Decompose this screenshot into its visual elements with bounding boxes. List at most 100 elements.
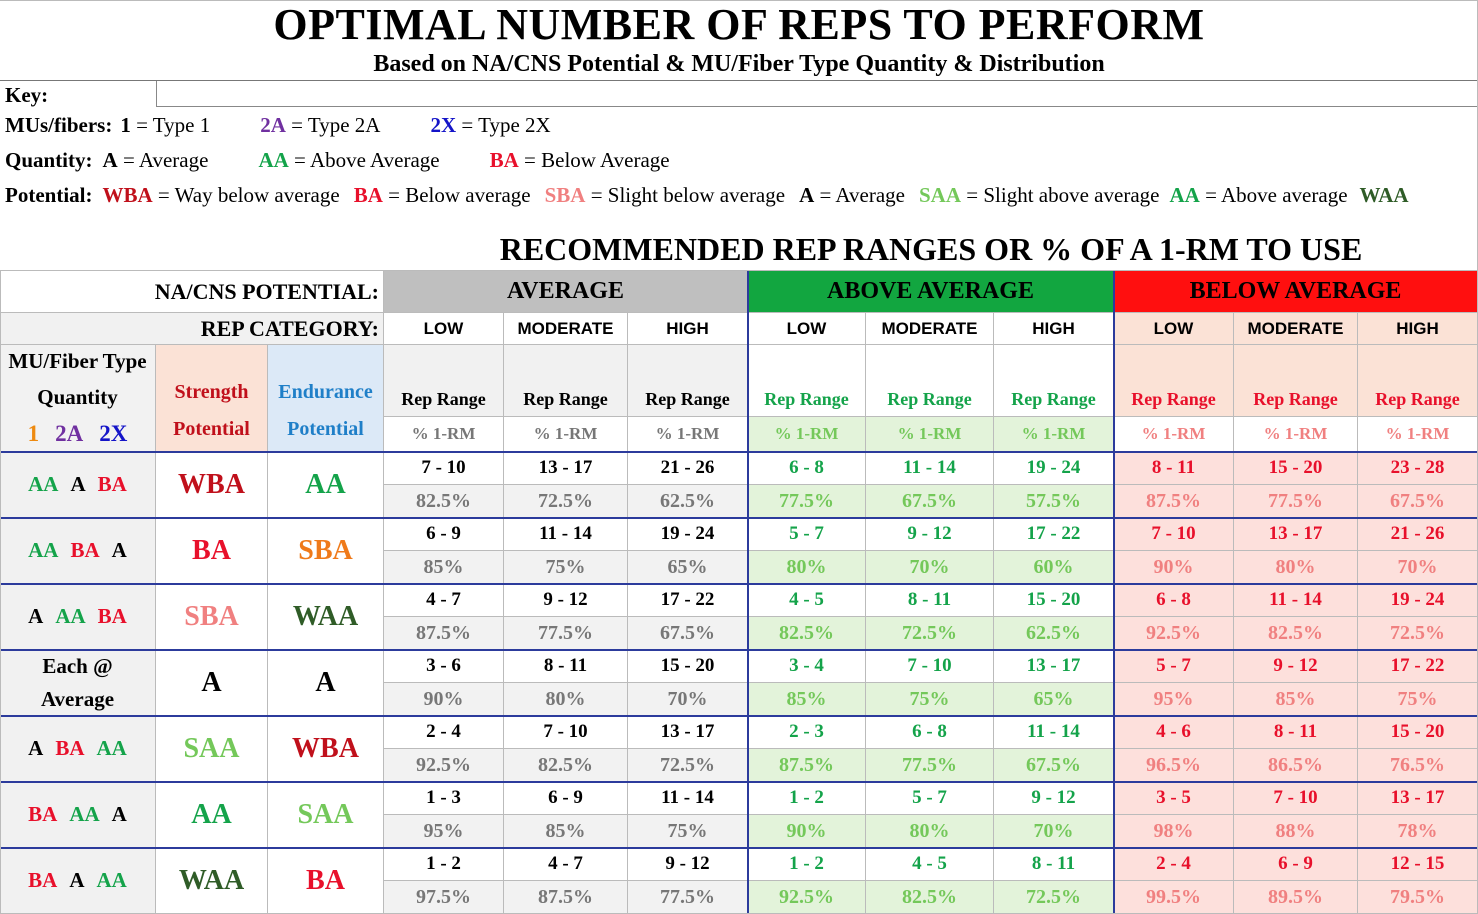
divider	[0, 80, 1478, 81]
rep-range-value: 3 - 4	[748, 650, 866, 683]
mu-quantity-code: BA	[28, 802, 58, 826]
rep-range-value: 3 - 5	[1114, 782, 1234, 815]
key-potential-code: AA	[1169, 183, 1200, 207]
mu-quantity-code: A	[70, 472, 86, 496]
rep-range-value: 11 - 14	[994, 716, 1114, 749]
key-potential-code: WAA	[1359, 183, 1409, 207]
pct-1rm-value: 75%	[628, 815, 748, 848]
rep-range-value: 19 - 24	[1358, 584, 1478, 617]
key-potential-desc: = Slight above average	[961, 183, 1160, 207]
page-title: OPTIMAL NUMBER OF REPS TO PERFORM	[273, 0, 1205, 49]
pct-1rm-value: 70%	[1358, 551, 1478, 584]
pct-1rm-value: 85%	[384, 551, 504, 584]
pct-1rm-value: 72.5%	[866, 617, 994, 650]
pct-1rm-value: 72.5%	[628, 749, 748, 782]
strength-potential-value: BA	[156, 518, 268, 584]
pct-1rm-value: 96.5%	[1114, 749, 1234, 782]
rep-range-value: 9 - 12	[866, 518, 994, 551]
table-border	[0, 0, 1478, 1]
rep-range-value: 4 - 6	[1114, 716, 1234, 749]
pct-1rm-value: 76.5%	[1358, 749, 1478, 782]
pct-1rm-header: % 1-RM	[628, 417, 748, 452]
mu-quantity-code: BA	[28, 868, 58, 892]
strength-header-line: Strength	[174, 381, 249, 403]
key-potential-code: WBA	[102, 183, 153, 207]
rep-range-value: 9 - 12	[504, 584, 628, 617]
rep-range-value: 1 - 2	[748, 782, 866, 815]
key-potential-row: Potential: WBA = Way below average BA = Be…	[5, 182, 1409, 208]
mu-each-average-line: Average	[40, 686, 115, 711]
category-moderate: MODERATE	[1234, 313, 1358, 345]
pct-1rm-value: 90%	[1114, 551, 1234, 584]
rep-range-value: 23 - 28	[1358, 452, 1478, 485]
key-quantity-label: Quantity:	[5, 148, 93, 172]
category-moderate: MODERATE	[504, 313, 628, 345]
pct-1rm-value: 92.5%	[1114, 617, 1234, 650]
pct-1rm-value: 67.5%	[866, 485, 994, 518]
key-quantity-row: Quantity: A = Average AA = Above Average BA…	[5, 147, 670, 173]
key-potential-code: SAA	[919, 183, 962, 207]
group-separator	[1113, 271, 1115, 914]
rep-range-value: 5 - 7	[1114, 650, 1234, 683]
rep-range-value: 7 - 10	[1234, 782, 1358, 815]
rep-range-value: 6 - 8	[748, 452, 866, 485]
key-potential-label: Potential:	[5, 183, 93, 207]
pct-1rm-value: 97.5%	[384, 881, 504, 914]
rep-range-value: 2 - 4	[1114, 848, 1234, 881]
rep-range-value: 2 - 3	[748, 716, 866, 749]
rep-range-value: 8 - 11	[1114, 452, 1234, 485]
rep-range-value: 3 - 6	[384, 650, 504, 683]
rep-range-value: 15 - 20	[628, 650, 748, 683]
pct-1rm-value: 82.5%	[504, 749, 628, 782]
pct-1rm-header: % 1-RM	[384, 417, 504, 452]
rep-range-header: Rep Range	[1234, 345, 1358, 417]
rep-range-value: 8 - 11	[504, 650, 628, 683]
mu-code: 2A	[55, 421, 84, 446]
endurance-potential-value: A	[268, 650, 384, 716]
rep-range-value: 11 - 14	[866, 452, 994, 485]
rep-range-value: 1 - 2	[748, 848, 866, 881]
group-separator	[747, 271, 749, 914]
rep-range-value: 11 - 14	[628, 782, 748, 815]
key-box	[156, 81, 1478, 107]
endurance-header-line: Potential	[287, 418, 364, 440]
endurance-header-line: Endurance	[278, 381, 373, 403]
pct-1rm-value: 65%	[628, 551, 748, 584]
rep-range-value: 7 - 10	[504, 716, 628, 749]
rep-range-value: 15 - 20	[994, 584, 1114, 617]
rep-range-header: Rep Range	[504, 345, 628, 417]
rep-range-value: 4 - 7	[384, 584, 504, 617]
pct-1rm-value: 67.5%	[628, 617, 748, 650]
pct-1rm-value: 72.5%	[1358, 617, 1478, 650]
key-quantity-desc: = Average	[117, 148, 209, 172]
key-quantity-desc: = Below Average	[518, 148, 670, 172]
pct-1rm-value: 70%	[866, 551, 994, 584]
rep-range-value: 13 - 17	[994, 650, 1114, 683]
rep-range-value: 13 - 17	[628, 716, 748, 749]
category-high: HIGH	[994, 313, 1114, 345]
row-separator	[0, 517, 1478, 519]
mu-quantity-code: AA	[28, 472, 59, 496]
rep-range-value: 8 - 11	[866, 584, 994, 617]
mu-header-codes: 1 2A 2X	[20, 421, 136, 447]
endurance-potential-value: SAA	[268, 782, 384, 848]
strength-header-line: Potential	[173, 418, 250, 440]
rep-range-value: 6 - 8	[866, 716, 994, 749]
pct-1rm-value: 82.5%	[748, 617, 866, 650]
recommended-title: RECOMMENDED REP RANGES OR % OF A 1-RM TO…	[499, 231, 1363, 267]
mu-fiber-header: MU/Fiber Type Quantity 1 2A 2X	[0, 345, 156, 452]
category-high: HIGH	[628, 313, 748, 345]
pct-1rm-value: 62.5%	[628, 485, 748, 518]
pct-1rm-value: 82.5%	[866, 881, 994, 914]
pct-1rm-header: % 1-RM	[1114, 417, 1234, 452]
category-high: HIGH	[1358, 313, 1478, 345]
mu-quantity-code: BA	[55, 736, 85, 760]
rep-range-value: 2 - 4	[384, 716, 504, 749]
rep-range-value: 13 - 17	[504, 452, 628, 485]
rep-range-value: 15 - 20	[1234, 452, 1358, 485]
key-mus-desc: = Type 2X	[456, 113, 551, 137]
key-potential-desc: = Slight below average	[585, 183, 786, 207]
mu-header-line1: MU/Fiber Type	[8, 349, 147, 373]
